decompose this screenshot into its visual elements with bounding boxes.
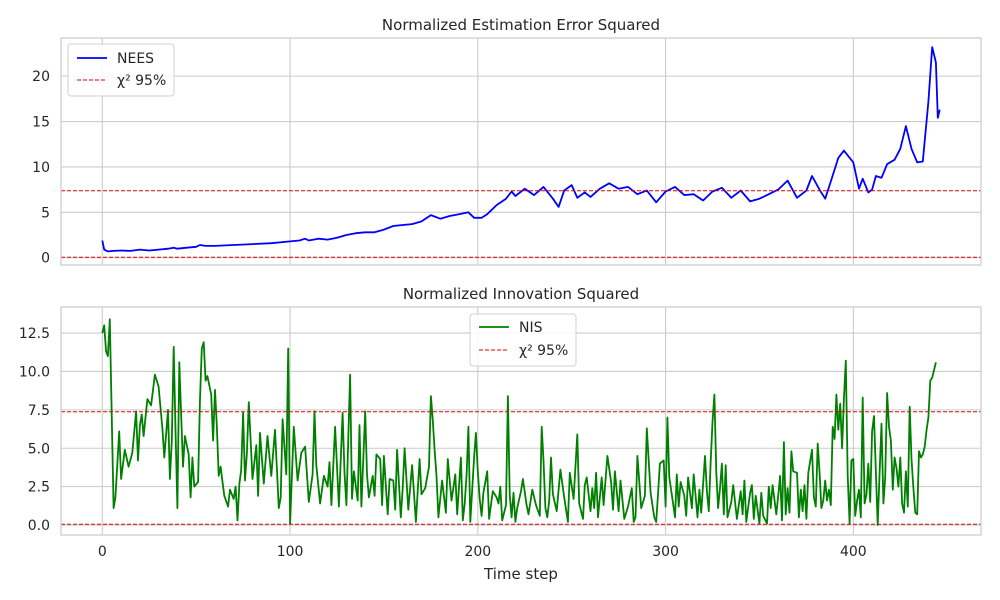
nees-data [61,46,981,258]
nis-chart-title: Normalized Innovation Squared [403,285,639,303]
nis-y-tick-label: 10.0 [19,364,50,380]
nees-axes-frame [60,37,982,266]
nees-legend-label-nees: NEES [117,51,154,67]
nees-y-tick-label: 0 [41,251,50,267]
nis-y-tick-label: 0.0 [28,518,50,534]
nis-y-tick-label: 2.5 [28,480,50,496]
nis-axes-frame [60,306,982,536]
nis-y-tick-label: 7.5 [28,403,50,419]
nis-panel: Normalized Innovation Squared 0 100 200 300… [19,285,982,583]
nis-y-tick-label: 12.5 [19,326,50,342]
nees-legend: NEES χ² 95% [67,43,175,97]
nis-x-tick-label: 300 [652,544,679,560]
nees-legend-box [67,43,175,97]
nees-series-line [101,46,941,253]
nis-y-tick-label: 5.0 [28,441,50,457]
nis-x-tick-label: 400 [840,544,867,560]
nis-series-line [101,318,937,526]
nees-legend-label-chi2: χ² 95% [117,73,166,89]
nis-legend-label-nis: NIS [519,320,543,336]
nees-tick-labels: 0 5 10 15 20 [32,69,50,267]
nis-x-tick-label: 200 [464,544,491,560]
nis-x-axis-label: Time step [483,565,558,583]
nis-legend-label-chi2: χ² 95% [519,343,568,359]
nis-tick-labels: 0 100 200 300 400 0.0 2.5 5.0 7.5 10.0 12.5 [19,326,867,560]
nis-x-tick-label: 0 [98,544,107,560]
nees-y-tick-label: 20 [32,69,50,85]
nis-x-tick-label: 100 [277,544,304,560]
nees-panel: Normalized Estimation Error Squared 0 5 10… [32,16,982,267]
nees-chart-title: Normalized Estimation Error Squared [382,16,660,34]
nees-y-tick-label: 5 [41,205,50,221]
nees-y-tick-label: 10 [32,160,50,176]
nis-data [61,318,981,526]
nis-legend: NIS χ² 95% [469,313,577,367]
nees-y-tick-label: 15 [32,115,50,131]
